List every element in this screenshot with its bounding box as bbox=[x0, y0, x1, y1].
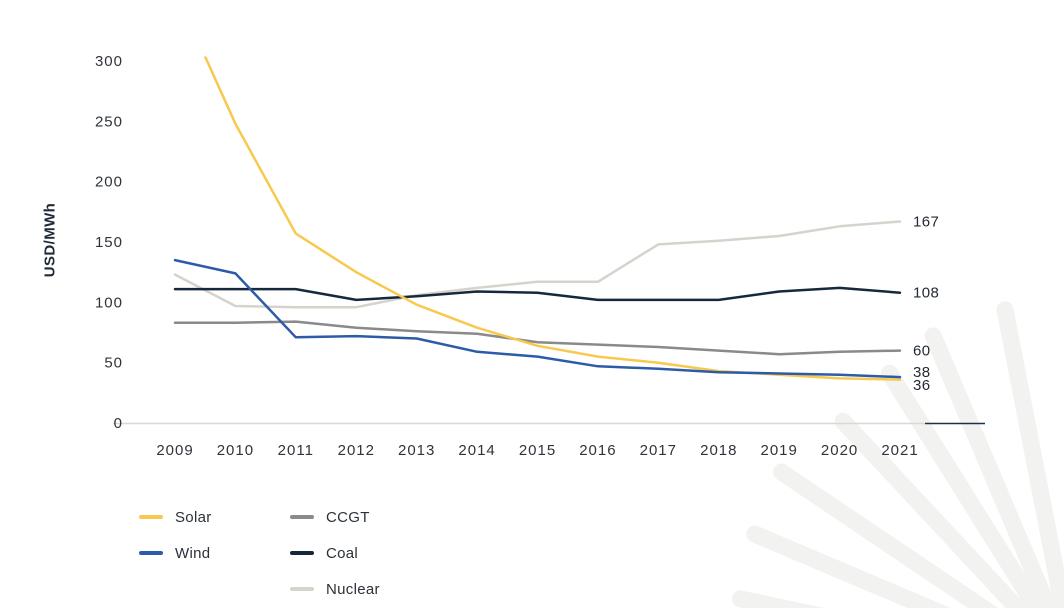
plot-series-group bbox=[173, 56, 902, 381]
end-value-label-nuclear: 167 bbox=[913, 214, 939, 231]
x-tick-label: 2015 bbox=[519, 442, 556, 459]
watermark-ray bbox=[834, 412, 1029, 608]
legend-label: Solar bbox=[175, 508, 212, 526]
legend-swatch-wind bbox=[139, 551, 163, 555]
x-tick-label: 2013 bbox=[398, 442, 435, 459]
y-tick-label: 250 bbox=[95, 113, 123, 130]
y-axis-title: USD/MWh bbox=[41, 202, 59, 278]
series-line-ccgt bbox=[173, 320, 902, 356]
watermark-ray bbox=[996, 301, 1064, 608]
x-tick-label: 2019 bbox=[761, 442, 798, 459]
legend-column: CCGT Coal Nuclear bbox=[290, 503, 380, 608]
x-tick-label: 2014 bbox=[458, 442, 495, 459]
legend: Solar Wind CCGT Coal Nuclear bbox=[139, 503, 380, 608]
legend-swatch-ccgt bbox=[290, 515, 314, 519]
legend-column: Solar Wind bbox=[139, 503, 290, 608]
series-line-wind bbox=[173, 258, 902, 379]
legend-label: CCGT bbox=[326, 508, 370, 526]
watermark-sunburst bbox=[732, 301, 1064, 608]
series-line-coal bbox=[173, 286, 902, 302]
end-value-label-solar: 36 bbox=[913, 377, 931, 394]
x-tick-label: 2020 bbox=[821, 442, 858, 459]
legend-label: Coal bbox=[326, 544, 359, 562]
y-tick-label: 200 bbox=[95, 174, 123, 191]
legend-swatch-coal bbox=[290, 551, 314, 555]
legend-item-nuclear: Nuclear bbox=[290, 575, 380, 603]
x-tick-label: 2009 bbox=[156, 442, 193, 459]
x-tick-label: 2021 bbox=[881, 442, 918, 459]
end-value-label-ccgt: 60 bbox=[913, 343, 931, 360]
x-tick-label: 2018 bbox=[700, 442, 737, 459]
legend-item-wind: Wind bbox=[139, 539, 290, 567]
watermark-ray bbox=[746, 525, 951, 608]
legend-label: Wind bbox=[175, 544, 211, 562]
watermark-ray bbox=[881, 364, 1047, 608]
legend-swatch-solar bbox=[139, 515, 163, 519]
y-tick-label: 300 bbox=[95, 53, 123, 70]
watermark-ray bbox=[924, 327, 1058, 608]
x-tick-label: 2016 bbox=[579, 442, 616, 459]
watermark-ray bbox=[773, 463, 999, 608]
end-value-label-wind: 38 bbox=[913, 364, 931, 381]
end-value-label-coal: 108 bbox=[913, 285, 939, 302]
y-tick-label: 50 bbox=[104, 355, 123, 372]
y-tick-label: 0 bbox=[114, 415, 123, 432]
legend-item-solar: Solar bbox=[139, 503, 290, 531]
y-tick-label: 150 bbox=[95, 234, 123, 251]
x-tick-label: 2017 bbox=[640, 442, 677, 459]
legend-swatch-nuclear bbox=[290, 587, 314, 591]
legend-item-coal: Coal bbox=[290, 539, 380, 567]
x-tick-label: 2010 bbox=[217, 442, 254, 459]
legend-item-ccgt: CCGT bbox=[290, 503, 380, 531]
x-tick-label: 2012 bbox=[338, 442, 375, 459]
legend-label: Nuclear bbox=[326, 580, 380, 598]
series-line-nuclear bbox=[173, 220, 902, 309]
x-tick-label: 2011 bbox=[278, 442, 314, 459]
y-tick-label: 100 bbox=[95, 294, 123, 311]
